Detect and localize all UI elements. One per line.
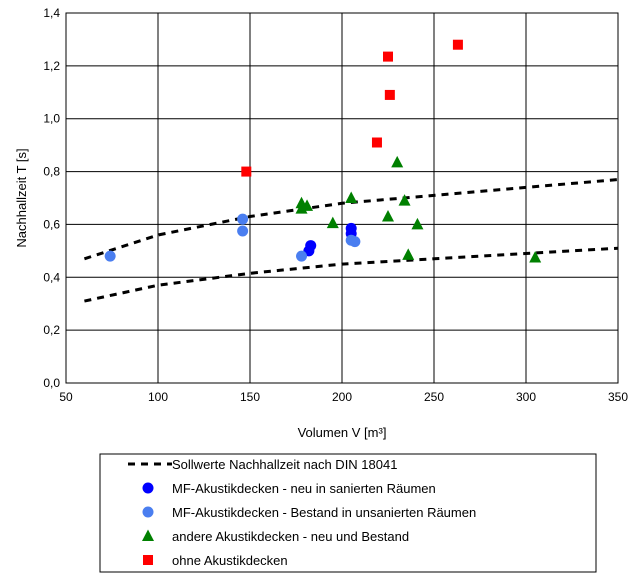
- plot-area: [65, 12, 619, 384]
- grid: [65, 12, 619, 384]
- legend-swatch-circle: [142, 506, 154, 518]
- data-points: [104, 39, 542, 263]
- data-point-circle: [237, 213, 249, 225]
- data-point-square: [384, 89, 395, 100]
- data-point-square: [383, 51, 393, 62]
- legend-label: andere Akustikdecken - neu und Bestand: [172, 529, 409, 544]
- y-tick-label: 1,4: [43, 6, 60, 20]
- din-18041-line-upper: [83, 178, 619, 261]
- y-axis-label: Nachhallzeit T [s]: [14, 148, 29, 247]
- legend-label: MF-Akustikdecken - neu in sanierten Räum…: [172, 481, 436, 496]
- data-point-triangle: [411, 217, 424, 230]
- x-tick-label: 250: [424, 390, 444, 404]
- y-tick-label: 0,6: [43, 217, 60, 231]
- y-tick-label: 0,8: [43, 165, 60, 179]
- legend: Sollwerte Nachhallzeit nach DIN 18041 MF-…: [99, 453, 597, 573]
- y-tick-label: 0,2: [43, 323, 60, 337]
- data-point-square: [371, 137, 382, 148]
- y-tick-label: 0,4: [43, 270, 60, 284]
- data-point-square: [452, 39, 463, 50]
- data-point-triangle: [301, 199, 314, 211]
- x-tick-label: 50: [59, 390, 73, 404]
- x-tick-label: 300: [516, 390, 536, 404]
- legend-label: ohne Akustikdecken: [172, 553, 288, 568]
- legend-swatch-circle: [142, 482, 154, 494]
- data-point-triangle: [391, 155, 404, 168]
- y-tick-label: 1,0: [43, 112, 60, 126]
- legend-box: [99, 453, 597, 573]
- y-tick-labels: 0,0 0,2 0,4 0,6 0,8 1,0 1,2 1,4: [43, 6, 60, 390]
- data-point-triangle: [529, 250, 542, 263]
- data-point-circle: [296, 250, 308, 262]
- x-tick-label: 200: [332, 390, 352, 404]
- x-tick-label: 100: [148, 390, 168, 404]
- data-point-circle: [104, 250, 116, 262]
- din-18041-line-lower: [84, 246, 619, 303]
- data-point-circle: [237, 225, 249, 237]
- legend-label: MF-Akustikdecken - Bestand in unsanierte…: [172, 505, 476, 520]
- data-point-square: [241, 166, 252, 177]
- legend-label: Sollwerte Nachhallzeit nach DIN 18041: [172, 457, 397, 472]
- legend-swatch-square: [143, 555, 153, 565]
- data-point-triangle: [345, 191, 358, 203]
- x-tick-label: 350: [608, 390, 628, 404]
- data-point-triangle: [326, 216, 339, 229]
- data-point-triangle: [398, 194, 411, 206]
- data-point-triangle: [382, 210, 394, 222]
- y-tick-label: 1,2: [43, 59, 60, 73]
- data-point-triangle: [402, 248, 415, 260]
- legend-swatch-triangle: [142, 529, 154, 541]
- y-tick-label: 0,0: [43, 376, 60, 390]
- x-tick-label: 150: [240, 390, 260, 404]
- data-point-circle: [349, 236, 361, 248]
- reference-lines: [83, 178, 619, 303]
- data-point-circle: [305, 240, 317, 252]
- x-tick-labels: 50 100 150 200 250 300 350: [59, 390, 628, 404]
- x-axis-label: Volumen V [m³]: [298, 425, 387, 440]
